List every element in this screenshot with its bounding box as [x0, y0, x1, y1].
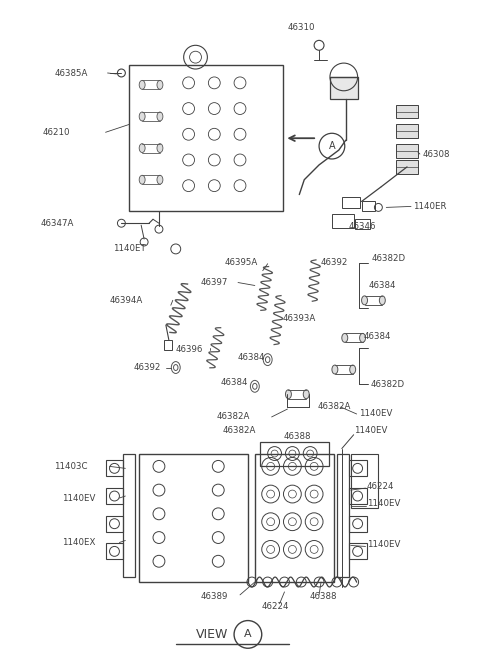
Bar — [361, 202, 375, 212]
Bar — [355, 219, 371, 229]
Text: 46308: 46308 — [423, 149, 450, 159]
Text: 46396: 46396 — [176, 345, 203, 354]
Text: 46384: 46384 — [238, 353, 265, 362]
Ellipse shape — [361, 296, 368, 305]
Ellipse shape — [139, 112, 145, 121]
Text: 46382A: 46382A — [222, 426, 255, 436]
Text: 46382A: 46382A — [216, 413, 250, 421]
Text: 46310: 46310 — [288, 23, 315, 32]
Text: 1140EV: 1140EV — [354, 426, 387, 436]
Bar — [106, 488, 123, 504]
Text: 1140EV: 1140EV — [367, 499, 400, 508]
Text: 46393A: 46393A — [283, 314, 316, 323]
Bar — [396, 160, 418, 174]
Bar — [349, 544, 367, 559]
Ellipse shape — [157, 81, 163, 89]
Text: 46382D: 46382D — [372, 254, 406, 263]
Text: 46382D: 46382D — [371, 380, 405, 389]
Ellipse shape — [157, 176, 163, 184]
Text: 46395A: 46395A — [224, 258, 257, 267]
Ellipse shape — [139, 176, 145, 184]
Text: 46224: 46224 — [367, 481, 394, 491]
Bar — [349, 460, 367, 476]
Ellipse shape — [286, 390, 291, 399]
Ellipse shape — [157, 143, 163, 153]
Bar — [396, 105, 418, 119]
Text: 46389: 46389 — [201, 592, 228, 601]
Text: 46384: 46384 — [369, 281, 396, 290]
Ellipse shape — [139, 143, 145, 153]
Bar — [396, 144, 418, 158]
Ellipse shape — [379, 296, 385, 305]
Text: VIEW: VIEW — [195, 628, 228, 641]
Text: 46394A: 46394A — [109, 296, 143, 305]
Text: 46347A: 46347A — [40, 219, 74, 228]
Text: 46392: 46392 — [321, 258, 348, 267]
Bar — [129, 65, 283, 212]
Text: 1140EX: 1140EX — [62, 538, 96, 547]
Bar — [139, 453, 248, 582]
Text: 1140ER: 1140ER — [413, 202, 446, 211]
Text: 1140ET: 1140ET — [113, 244, 146, 253]
Ellipse shape — [139, 81, 145, 89]
Text: 46397: 46397 — [201, 278, 228, 287]
Bar — [255, 453, 334, 582]
Bar — [123, 453, 135, 577]
Text: 46384: 46384 — [363, 332, 391, 341]
Bar — [349, 488, 367, 504]
Bar — [106, 515, 123, 532]
Text: 1140EV: 1140EV — [62, 493, 96, 502]
Text: 46388: 46388 — [284, 432, 311, 441]
Text: 46392: 46392 — [133, 363, 161, 372]
Ellipse shape — [350, 365, 356, 374]
Text: 46224: 46224 — [262, 602, 289, 611]
Bar — [106, 544, 123, 559]
Bar — [337, 453, 349, 577]
Text: 46384: 46384 — [220, 378, 248, 387]
Text: 1140EV: 1140EV — [367, 540, 400, 549]
Bar — [349, 515, 367, 532]
Bar — [164, 340, 172, 350]
Bar — [396, 124, 418, 138]
Bar — [260, 441, 329, 466]
Ellipse shape — [360, 333, 366, 343]
Bar — [351, 453, 378, 508]
Ellipse shape — [342, 333, 348, 343]
Text: 46388: 46388 — [309, 592, 336, 601]
Ellipse shape — [303, 390, 309, 399]
Text: A: A — [329, 141, 335, 151]
Bar — [342, 196, 360, 208]
Bar — [332, 214, 354, 228]
Text: 46346: 46346 — [349, 221, 376, 231]
Text: 1140EV: 1140EV — [359, 409, 392, 419]
Text: 11403C: 11403C — [54, 462, 88, 471]
Bar — [330, 77, 358, 99]
Text: A: A — [244, 629, 252, 639]
Text: 46382A: 46382A — [317, 402, 350, 411]
Ellipse shape — [157, 112, 163, 121]
Text: 46210: 46210 — [42, 128, 70, 137]
Text: 46385A: 46385A — [54, 69, 87, 79]
Ellipse shape — [332, 365, 338, 374]
Bar — [106, 460, 123, 476]
